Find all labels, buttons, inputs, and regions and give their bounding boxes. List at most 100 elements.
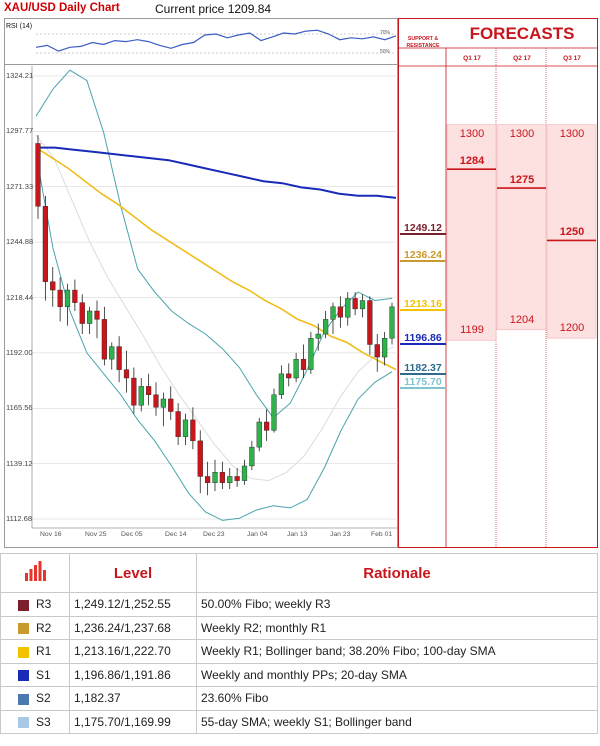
level-label: 1196.86 [400,332,446,345]
candle-body [35,143,41,207]
y-tick-label: 1271.33 [6,181,34,191]
rationale-cell: 23.60% Fibo [196,686,598,711]
table-header-row: Level Rationale [0,553,598,593]
forecast-high: 1300 [559,127,585,140]
level-label: 1213.16 [400,298,446,311]
bollinger-lower-line [35,153,393,521]
candle-body [256,421,262,448]
bollinger-middle-line [35,134,395,482]
level-value-cell: 1,249.12/1,252.55 [69,592,197,617]
rsi-tick-lower: 50% [380,49,391,55]
candle-body [138,386,144,406]
level-color-swatch [18,646,29,658]
level-value-cell: 1,196.86/1,191.86 [69,662,197,687]
levels-table: Level Rationale R3 1,249.12/1,252.55 50.00… [0,553,598,734]
candle-body [79,302,85,324]
x-tick-label: Nov 25 [85,531,107,538]
candle-body [286,373,292,379]
table-row: R1 1,213.16/1,222.70 Weekly R1; Bollinger … [0,639,598,664]
y-tick-label: 1297.77 [6,126,34,136]
level-name: S1 [36,667,51,682]
quarter-q2: Q2 17 [513,55,531,62]
forecast-mid: 1284 [459,155,485,168]
candle-body [72,289,78,303]
level-name: S3 [36,714,51,729]
candle-body [205,476,211,483]
candle-body [249,446,255,467]
sma-100-line [35,146,397,371]
rationale-cell: Weekly and monthly PPs; 20-day SMA [196,662,598,687]
sma-200-line [36,146,397,199]
y-tick-label: 1139.12 [6,458,33,468]
candle-body [116,346,122,370]
chart-svg [31,29,598,547]
candle-body [219,472,225,483]
candle-body [293,358,299,379]
candle-body [359,300,366,310]
level-name-cell: S2 [0,686,70,711]
level-label: 1236.24 [400,249,446,263]
candle-body [175,411,181,437]
candle-body [123,369,130,379]
candle-body [278,373,284,395]
candle-body [64,289,71,308]
candle-body [146,386,152,395]
forecast-mid: 1250 [559,226,585,239]
x-tick-label: Dec 05 [121,531,143,538]
candle-body [241,465,248,481]
forecast-panel [398,18,598,548]
rsi-pane [4,18,398,64]
level-label: 1249.12 [400,222,446,236]
level-name-cell: S1 [0,662,70,687]
table-row: S3 1,175.70/1,169.99 55-day SMA; weekly S1… [0,709,598,734]
candle-body [168,398,174,412]
level-color-swatch [18,717,29,729]
y-tick-label: 1218.44 [6,292,34,302]
x-tick-label: Jan 23 [330,531,351,538]
y-tick-label: 1112.68 [6,514,32,523]
table-row: S1 1,196.86/1,191.86 Weekly and monthly PP… [0,662,598,687]
rationale-cell: 50.00% Fibo; weekly R3 [196,592,598,617]
y-tick-label: 1165.56 [6,403,33,413]
candle-body [94,310,100,320]
candle-body [323,319,329,335]
forecast-high: 1300 [509,127,535,140]
level-value-cell: 1,182.37 [69,686,197,711]
candle-body [131,377,137,406]
level-name: R2 [36,620,52,635]
candle-body [42,206,48,282]
candle-body [300,358,307,370]
forecast-band [496,124,547,331]
level-name: R3 [36,597,52,612]
level-name: R1 [36,644,52,659]
y-tick-label: 1192.00 [6,347,33,357]
rationale-header: Rationale [196,553,598,593]
candle-body [352,298,358,310]
forecast-low: 1199 [460,324,484,337]
rsi-label: RSI (14) [6,23,33,30]
candle-body [345,298,351,318]
level-name-cell: R1 [0,639,70,664]
candle-body [308,338,314,370]
candle-body [315,333,321,339]
rationale-cell: 55-day SMA; weekly S1; Bollinger band [196,709,598,734]
table-row: S2 1,182.37 23.60% Fibo [0,686,598,711]
rationale-cell: Weekly R2; monthly R1 [196,615,598,640]
forecast-mid: 1275 [509,174,535,187]
level-name: S2 [36,691,51,706]
x-tick-label: Dec 23 [203,531,225,538]
candle-body [50,281,56,291]
forecasts-title: FORECASTS [469,24,575,43]
x-tick-label: Nov 16 [40,531,62,538]
quarter-q1: Q1 17 [463,55,481,62]
bollinger-upper-line [35,69,393,419]
candle-body [271,394,277,431]
level-color-swatch [18,693,29,705]
candle-body [374,344,380,358]
level-label: 1175.70 [400,376,446,390]
candle-body [330,306,336,320]
level-value-cell: 1,236.24/1,237.68 [69,615,197,640]
level-value-cell: 1,175.70/1,169.99 [69,709,197,734]
bar-chart-icon [0,553,70,593]
candle-body [234,476,240,481]
